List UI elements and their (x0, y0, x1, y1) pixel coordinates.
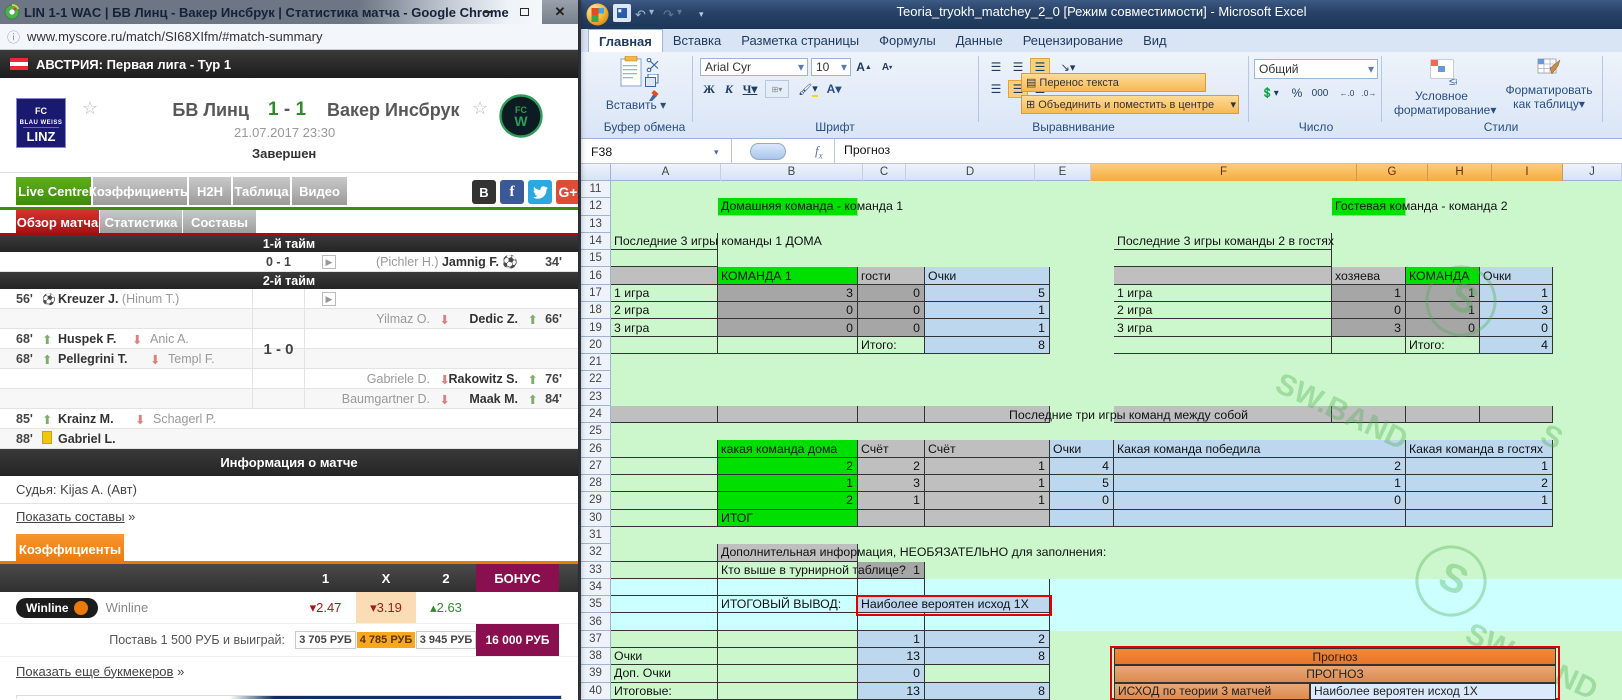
svg-text:LINZ: LINZ (27, 129, 56, 144)
svg-text:BLAU WEISS: BLAU WEISS (20, 120, 63, 126)
svg-text:≤#: ≤# (1449, 76, 1457, 88)
svg-text:FC: FC (35, 106, 47, 116)
svg-text:W: W (514, 113, 528, 129)
